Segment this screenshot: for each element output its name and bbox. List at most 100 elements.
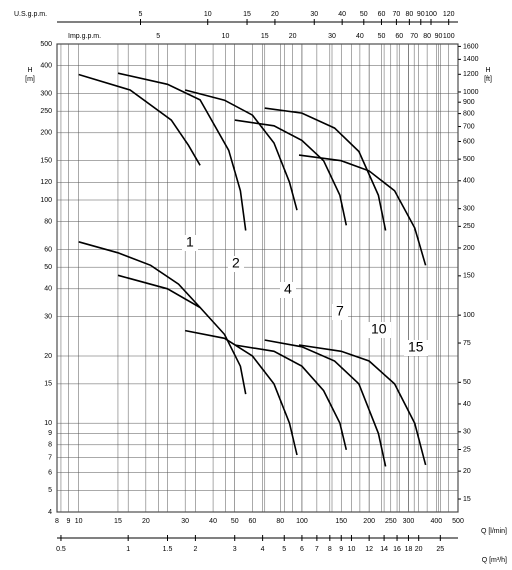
y-tick-label: 100 bbox=[40, 197, 52, 204]
x4-tick-label: 50 bbox=[378, 33, 386, 40]
y2-tick-label: 15 bbox=[463, 496, 471, 503]
y-tick-label: 30 bbox=[44, 314, 52, 321]
x2-tick-label: 4 bbox=[261, 546, 265, 553]
x4-tick-label: 90 bbox=[435, 33, 443, 40]
y2-tick-label: 200 bbox=[463, 245, 475, 252]
y-tick-label: 15 bbox=[44, 381, 52, 388]
y-tick-label: 500 bbox=[40, 41, 52, 48]
x3-tick-label: 120 bbox=[443, 11, 455, 18]
x2-tick-label: 25 bbox=[436, 546, 444, 553]
y-tick-label: 60 bbox=[44, 246, 52, 253]
x-tick-label: 10 bbox=[75, 518, 83, 525]
y2-tick-label: 40 bbox=[463, 401, 471, 408]
model-label: 2 bbox=[232, 255, 240, 271]
x-tick-label: 50 bbox=[231, 518, 239, 525]
pump-curve bbox=[264, 339, 387, 467]
x-tick-label: 150 bbox=[335, 518, 347, 525]
x2-tick-label: 10 bbox=[348, 546, 356, 553]
x3-tick-label: 50 bbox=[360, 11, 368, 18]
model-label-bg bbox=[182, 235, 198, 251]
x3-tick-label: 70 bbox=[393, 11, 401, 18]
model-label: 4 bbox=[284, 281, 292, 297]
x-tick-label: 80 bbox=[276, 518, 284, 525]
x2-tick-label: 7 bbox=[315, 546, 319, 553]
x2-tick-label: 16 bbox=[393, 546, 401, 553]
y-tick-label: 8 bbox=[48, 442, 52, 449]
y2-tick-label: 500 bbox=[463, 156, 475, 163]
x-tick-label: 20 bbox=[142, 518, 150, 525]
x2-tick-label: 8 bbox=[328, 546, 332, 553]
pump-curve bbox=[117, 72, 247, 231]
x-tick-label: 400 bbox=[431, 518, 443, 525]
usgpm-label: U.S.g.p.m. bbox=[14, 11, 47, 18]
x3-tick-label: 30 bbox=[310, 11, 318, 18]
y2-label: H bbox=[485, 67, 490, 74]
model-label: 1 bbox=[186, 234, 194, 250]
model-label-bg bbox=[280, 282, 296, 298]
x-tick-label: 15 bbox=[114, 518, 122, 525]
x-tick-label: 9 bbox=[66, 518, 70, 525]
x4-tick-label: 15 bbox=[261, 33, 269, 40]
x2-tick-label: 1 bbox=[126, 546, 130, 553]
y-tick-label: 7 bbox=[48, 455, 52, 462]
x-tick-label: 200 bbox=[363, 518, 375, 525]
y2-tick-label: 700 bbox=[463, 123, 475, 130]
x-tick-label: 8 bbox=[55, 518, 59, 525]
x4-tick-label: 20 bbox=[289, 33, 297, 40]
y2-tick-label: 20 bbox=[463, 468, 471, 475]
x-tick-label: 500 bbox=[452, 518, 464, 525]
pump-curve bbox=[78, 73, 201, 166]
x-label: Q [l/min] bbox=[481, 528, 507, 535]
x3-tick-label: 90 bbox=[417, 11, 425, 18]
x4-tick-label: 10 bbox=[222, 33, 230, 40]
pump-curve bbox=[184, 89, 298, 211]
y-tick-label: 50 bbox=[44, 264, 52, 271]
x2-tick-label: 0.5 bbox=[56, 546, 66, 553]
x2-tick-label: 12 bbox=[365, 546, 373, 553]
y2-tick-label: 50 bbox=[463, 379, 471, 386]
x4-tick-label: 70 bbox=[410, 33, 418, 40]
x-tick-label: 250 bbox=[385, 518, 397, 525]
plot-frame bbox=[56, 43, 459, 513]
x-tick-label: 300 bbox=[403, 518, 415, 525]
y-tick-label: 40 bbox=[44, 286, 52, 293]
pump-curve bbox=[117, 274, 247, 395]
x3-tick-label: 15 bbox=[243, 11, 251, 18]
x4-tick-label: 60 bbox=[395, 33, 403, 40]
x-tick-label: 60 bbox=[248, 518, 256, 525]
x4-tick-label: 30 bbox=[328, 33, 336, 40]
x2-tick-label: 1.5 bbox=[163, 546, 173, 553]
pump-curve bbox=[298, 154, 427, 266]
y-tick-label: 300 bbox=[40, 90, 52, 97]
y-tick-label: 5 bbox=[48, 487, 52, 494]
y2-tick-label: 1600 bbox=[463, 43, 479, 50]
x2-label: Q [m³/h] bbox=[482, 557, 507, 564]
y-tick-label: 150 bbox=[40, 158, 52, 165]
y-unit: [m] bbox=[25, 76, 35, 83]
x2-tick-label: 9 bbox=[339, 546, 343, 553]
y2-tick-label: 150 bbox=[463, 273, 475, 280]
x2-tick-label: 6 bbox=[300, 546, 304, 553]
x3-tick-label: 40 bbox=[338, 11, 346, 18]
y2-tick-label: 30 bbox=[463, 429, 471, 436]
x3-tick-label: 5 bbox=[139, 11, 143, 18]
x4-tick-label: 80 bbox=[423, 33, 431, 40]
x2-tick-label: 14 bbox=[380, 546, 388, 553]
y2-tick-label: 900 bbox=[463, 99, 475, 106]
x3-tick-label: 20 bbox=[271, 11, 279, 18]
x3-tick-label: 60 bbox=[378, 11, 386, 18]
pump-curve bbox=[185, 329, 298, 456]
x-tick-label: 40 bbox=[209, 518, 217, 525]
pump-curve bbox=[234, 344, 348, 450]
x3-tick-label: 10 bbox=[204, 11, 212, 18]
y2-tick-label: 400 bbox=[463, 178, 475, 185]
model-label: 10 bbox=[371, 321, 387, 337]
x2-tick-label: 18 bbox=[405, 546, 413, 553]
x2-tick-label: 3 bbox=[233, 546, 237, 553]
y2-tick-label: 600 bbox=[463, 138, 475, 145]
y-tick-label: 80 bbox=[44, 218, 52, 225]
y-label: H bbox=[27, 67, 32, 74]
model-label-bg bbox=[332, 304, 348, 320]
x-tick-label: 100 bbox=[296, 518, 308, 525]
